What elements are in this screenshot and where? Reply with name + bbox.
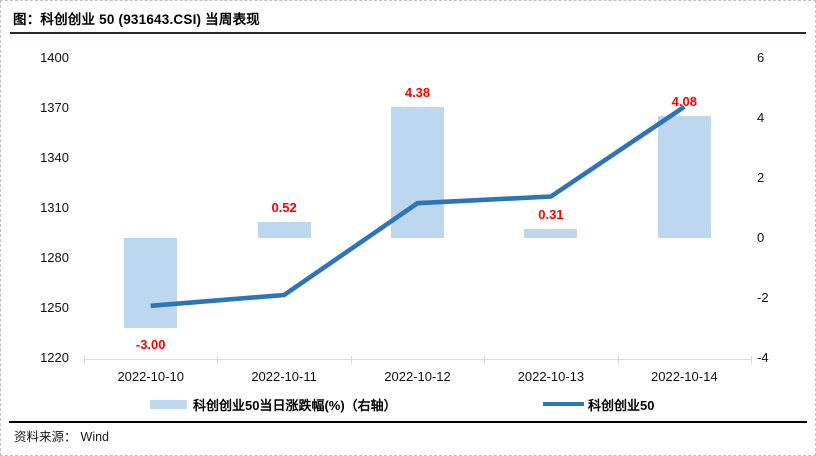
bar xyxy=(257,222,311,238)
index-line xyxy=(150,104,686,309)
x-axis-tick xyxy=(617,356,619,364)
source-note: 资料来源： Wind xyxy=(14,429,109,446)
bar-value-label: 0.52 xyxy=(271,200,297,216)
legend-item-line-series: 科创创业50 xyxy=(543,395,654,413)
y-axis-left-tick-label: 1400 xyxy=(40,50,69,65)
bar-value-label: 4.08 xyxy=(671,93,697,109)
bar xyxy=(657,115,711,238)
y-axis-right-tick-label: -2 xyxy=(757,290,769,305)
source-value: Wind xyxy=(80,430,109,444)
y-axis-left-tick-label: 1340 xyxy=(40,150,69,165)
y-axis-right-tick-label: 4 xyxy=(757,110,765,125)
bar xyxy=(524,228,578,238)
legend-item-bar-series: 科创创业50当日涨跌幅(%)（右轴） xyxy=(150,395,397,413)
line-swatch-icon xyxy=(543,401,584,407)
x-axis-tick xyxy=(751,356,752,364)
plot-area: -3.00 0.52 4.38 0.31 4.08 xyxy=(84,58,751,359)
source-label: 资料来源： xyxy=(14,430,77,444)
bar xyxy=(124,238,178,328)
x-axis-category-label: 2022-10-12 xyxy=(384,369,451,384)
y-axis-right-tick-label: -4 xyxy=(757,350,769,365)
x-axis-line xyxy=(84,359,752,360)
y-axis-right-tick-label: 2 xyxy=(757,170,765,185)
legend-label-line-series: 科创创业50 xyxy=(588,397,655,413)
x-axis-category-label: 2022-10-14 xyxy=(651,369,718,384)
y-axis-left-tick-label: 1220 xyxy=(40,350,69,365)
y-axis-left-tick-label: 1250 xyxy=(40,300,69,315)
bar-swatch-icon xyxy=(150,399,187,409)
chart-title: 图：科创创业 50 (931643.CSI) 当周表现 xyxy=(13,12,260,27)
y-axis-right-tick-label: 0 xyxy=(757,230,765,245)
bar-value-label: 0.31 xyxy=(538,206,564,222)
y-axis-left-tick-label: 1280 xyxy=(40,250,69,265)
x-axis-tick xyxy=(350,356,352,364)
legend-label-bar-series: 科创创业50当日涨跌幅(%)（右轴） xyxy=(193,397,397,413)
x-axis-tick xyxy=(217,356,219,364)
title-underline xyxy=(10,32,806,34)
y-axis-right-tick-label: 6 xyxy=(757,50,765,65)
index-line-chart xyxy=(150,104,686,309)
y-axis-left-tick-label: 1370 xyxy=(40,100,69,115)
x-axis-tick xyxy=(484,356,486,364)
footer-divider xyxy=(9,421,807,423)
bar-value-label: 4.38 xyxy=(404,84,431,100)
x-axis-category-label: 2022-10-11 xyxy=(251,369,317,384)
x-axis-category-label: 2022-10-13 xyxy=(517,369,585,384)
y-axis-left-tick-label: 1310 xyxy=(40,200,69,215)
x-axis-category-label: 2022-10-10 xyxy=(117,369,184,384)
x-axis-tick xyxy=(84,356,85,364)
bar-value-label: -3.00 xyxy=(135,337,166,352)
